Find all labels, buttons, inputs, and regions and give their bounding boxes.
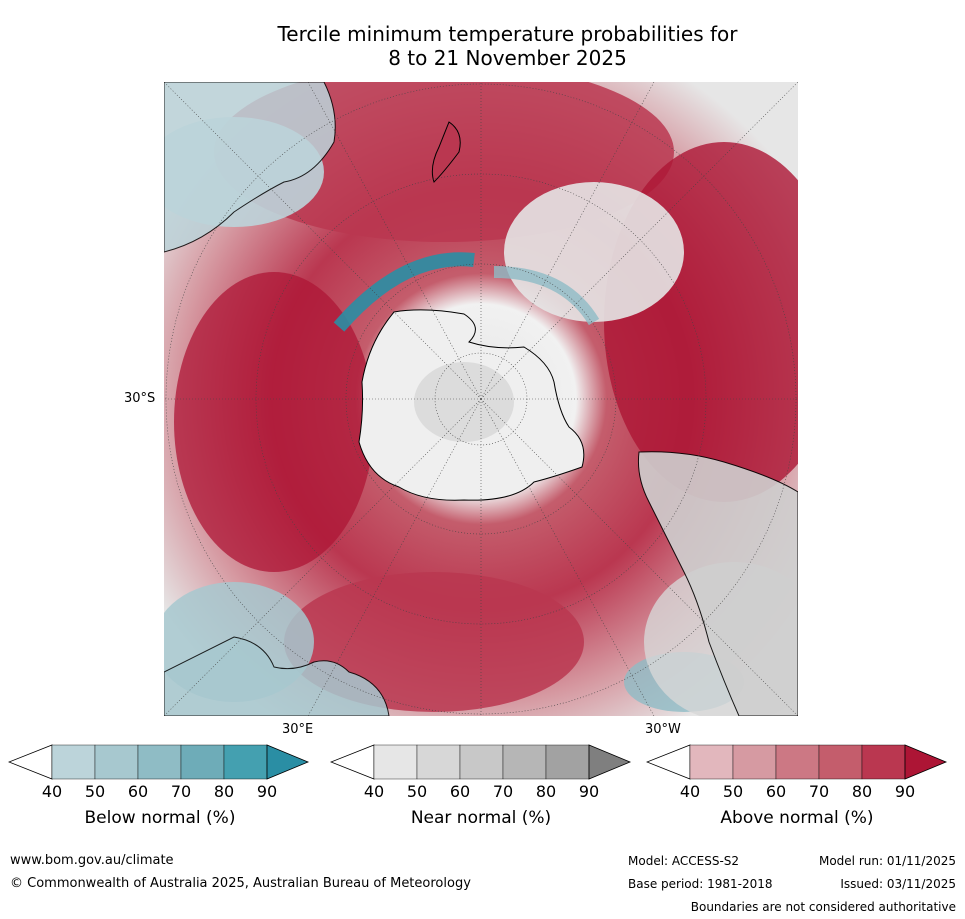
colorbar-segment <box>818 744 863 780</box>
issued-date: Issued: 03/11/2025 <box>840 877 956 891</box>
lat-label-30s: 30°S <box>124 391 156 406</box>
colorbar-tick-label: 60 <box>127 782 149 801</box>
colorbar-tick-label: 70 <box>808 782 830 801</box>
neutral-patch-ne <box>504 182 684 322</box>
colorbar-extend-max <box>266 744 310 780</box>
colorbar-tick-label: 90 <box>894 782 916 801</box>
lon-label-30w: 30°W <box>645 722 681 737</box>
graticule <box>164 82 798 716</box>
colorbar-extend-max <box>904 744 948 780</box>
colorbar-segment <box>732 744 777 780</box>
title-line-1: Tercile minimum temperature probabilitie… <box>277 22 738 46</box>
colorbar-tick-label: 80 <box>851 782 873 801</box>
website-link[interactable]: www.bom.gov.au/climate <box>10 853 174 868</box>
colorbar-tick-label: 50 <box>406 782 428 801</box>
colorbar-tick-label: 70 <box>492 782 514 801</box>
colorbar-tick-label: 40 <box>363 782 385 801</box>
map-title: Tercile minimum temperature probabilitie… <box>0 22 965 70</box>
colorbar-extend-min <box>8 744 53 780</box>
colorbar-segment <box>689 744 734 780</box>
colorbar-tick-label: 60 <box>765 782 787 801</box>
colorbar-tick-label: 90 <box>256 782 278 801</box>
colorbar-tick-label: 50 <box>722 782 744 801</box>
lon-label-30e: 30°E <box>282 722 314 737</box>
colorbar-extend-max <box>588 744 632 780</box>
colorbar-near <box>330 744 632 780</box>
colorbar-segment <box>416 744 461 780</box>
colorbar-segment <box>94 744 139 780</box>
colorbar-segment <box>223 744 268 780</box>
colorbar-segment <box>775 744 820 780</box>
colorbar-tick-label: 90 <box>578 782 600 801</box>
colorbar-segment <box>459 744 504 780</box>
africa-outline <box>164 636 390 716</box>
south-america-outline <box>638 451 798 716</box>
probability-map <box>164 82 798 716</box>
colorbar-segment <box>373 744 418 780</box>
warm-anomaly-west <box>174 272 374 572</box>
base-period: Base period: 1981-2018 <box>628 877 773 891</box>
colorbar-tick-label: 40 <box>679 782 701 801</box>
colorbar-above-label: Above normal (%) <box>720 808 874 828</box>
colorbar-above <box>646 744 948 780</box>
colorbar-segment <box>51 744 96 780</box>
colorbar-segment <box>180 744 225 780</box>
colorbar-extend-min <box>330 744 375 780</box>
colorbar-segment <box>137 744 182 780</box>
antarctic-interior <box>414 362 514 442</box>
colorbar-tick-label: 60 <box>449 782 471 801</box>
copyright-text: © Commonwealth of Australia 2025, Austra… <box>10 876 471 891</box>
colorbar-tick-label: 40 <box>41 782 63 801</box>
colorbar-below-label: Below normal (%) <box>84 808 236 828</box>
colorbar-extend-min <box>646 744 691 780</box>
title-line-2: 8 to 21 November 2025 <box>388 46 627 70</box>
model-run-date: Model run: 01/11/2025 <box>818 854 956 868</box>
colorbar-tick-label: 80 <box>535 782 557 801</box>
colorbar-segment <box>545 744 590 780</box>
colorbar-segment <box>861 744 906 780</box>
boundary-disclaimer: Boundaries are not considered authoritat… <box>690 900 956 914</box>
new-zealand-outline <box>431 121 461 183</box>
colorbar-below <box>8 744 310 780</box>
colorbar-near-label: Near normal (%) <box>410 808 552 828</box>
colorbar-tick-label: 80 <box>213 782 235 801</box>
cool-band-arc <box>333 252 475 332</box>
colorbar-segment <box>502 744 547 780</box>
cool-band-arc-2 <box>493 266 600 326</box>
model-name: Model: ACCESS-S2 <box>628 854 740 868</box>
colorbar-tick-label: 50 <box>84 782 106 801</box>
colorbar-tick-label: 70 <box>170 782 192 801</box>
